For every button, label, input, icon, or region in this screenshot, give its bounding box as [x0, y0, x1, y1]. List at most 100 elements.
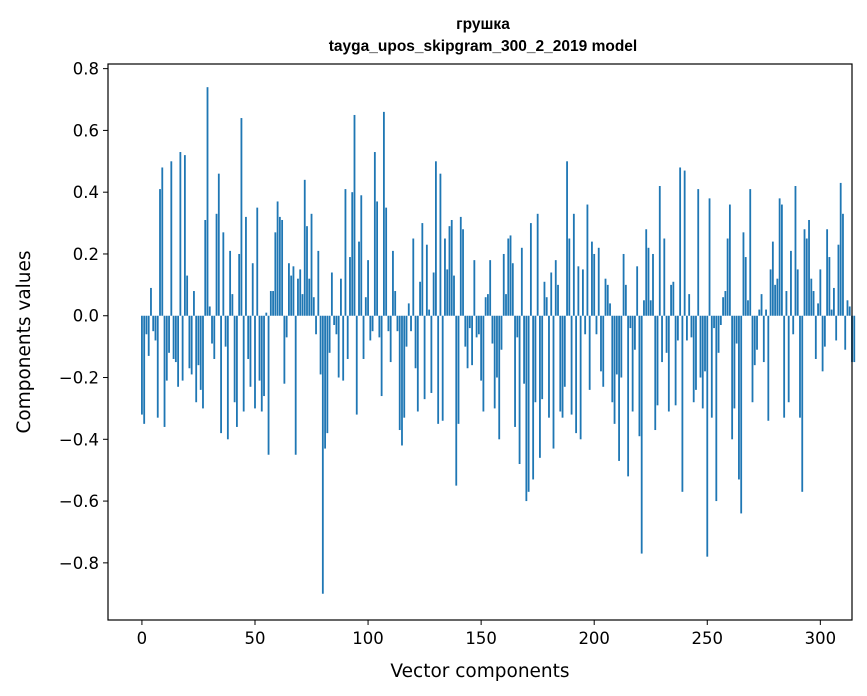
bar [367, 260, 369, 316]
bar [780, 204, 783, 316]
y-tick-label: −0.8 [59, 554, 99, 573]
bar [814, 315, 817, 359]
bar [516, 315, 519, 338]
bar [848, 306, 851, 316]
bar [839, 182, 842, 316]
bar [695, 315, 697, 390]
bar [147, 315, 150, 356]
bar [584, 315, 587, 335]
bar [272, 291, 274, 316]
bar [326, 315, 329, 434]
bar [412, 238, 415, 316]
bar [174, 315, 177, 363]
bar [229, 250, 232, 316]
bar [389, 315, 392, 363]
bar [371, 315, 374, 332]
bar [853, 315, 856, 363]
bar [297, 278, 299, 316]
bar [489, 260, 492, 316]
bar [154, 315, 157, 341]
bar [145, 315, 148, 335]
x-axis-ticks: 0 50 100 150 200 250 300 [137, 620, 836, 648]
bar [794, 186, 797, 316]
bar [828, 257, 831, 316]
bar [701, 315, 704, 409]
bar [299, 269, 302, 316]
bar [301, 294, 304, 316]
bar [622, 253, 625, 316]
x-tick-label: 0 [137, 629, 148, 648]
bar [581, 269, 584, 316]
bar [790, 250, 792, 316]
bar [324, 315, 326, 449]
bar [328, 315, 331, 353]
bar [532, 315, 535, 480]
bar [416, 315, 419, 412]
bar [525, 315, 528, 502]
bar [640, 315, 643, 554]
bar [613, 315, 616, 424]
y-tick-label: 0.4 [73, 183, 99, 202]
bar [224, 315, 227, 347]
bar [676, 315, 679, 341]
bar [414, 315, 417, 369]
bar [629, 315, 632, 329]
bar [369, 315, 372, 341]
bar [337, 315, 340, 378]
bar [141, 315, 143, 415]
bar [742, 232, 745, 316]
bar [358, 241, 360, 316]
y-tick-label: −0.6 [59, 492, 99, 511]
bar [618, 315, 620, 461]
bar [432, 272, 435, 316]
bar [321, 315, 324, 594]
bar [634, 315, 636, 350]
bar [373, 152, 376, 316]
bar [199, 315, 202, 390]
bar [661, 315, 663, 363]
bar [159, 189, 161, 316]
bar [430, 315, 433, 393]
bar [552, 315, 555, 449]
bar [817, 303, 819, 316]
x-tick-label: 200 [578, 629, 610, 648]
bar [728, 204, 731, 316]
bar [778, 198, 781, 316]
bar [186, 275, 189, 316]
bar [247, 315, 250, 359]
bar [477, 315, 480, 335]
bar [536, 213, 539, 316]
bar [351, 192, 354, 316]
bar [269, 291, 272, 316]
bar [665, 315, 668, 353]
bar [165, 315, 168, 381]
bar [392, 250, 394, 316]
bar [233, 315, 236, 403]
bar [335, 315, 338, 335]
bar [143, 315, 146, 424]
bar [688, 294, 691, 316]
bar [446, 269, 449, 316]
bar [172, 315, 175, 359]
bar [283, 315, 286, 384]
y-tick-label: 0.0 [73, 307, 99, 326]
bar [215, 213, 218, 316]
x-tick-label: 50 [244, 629, 265, 648]
bar [674, 315, 677, 406]
bar [710, 315, 713, 418]
bar [787, 315, 790, 403]
bar [602, 315, 605, 387]
bar [557, 284, 559, 316]
bar [349, 257, 351, 316]
bar [697, 189, 700, 316]
bar [624, 284, 627, 316]
bar [256, 207, 259, 316]
x-tick-label: 250 [692, 629, 724, 648]
bar [394, 291, 397, 316]
bar [240, 118, 243, 316]
bar [821, 315, 824, 372]
bar [692, 315, 695, 403]
bar [722, 297, 725, 316]
bar [783, 315, 786, 418]
bar [724, 291, 727, 316]
